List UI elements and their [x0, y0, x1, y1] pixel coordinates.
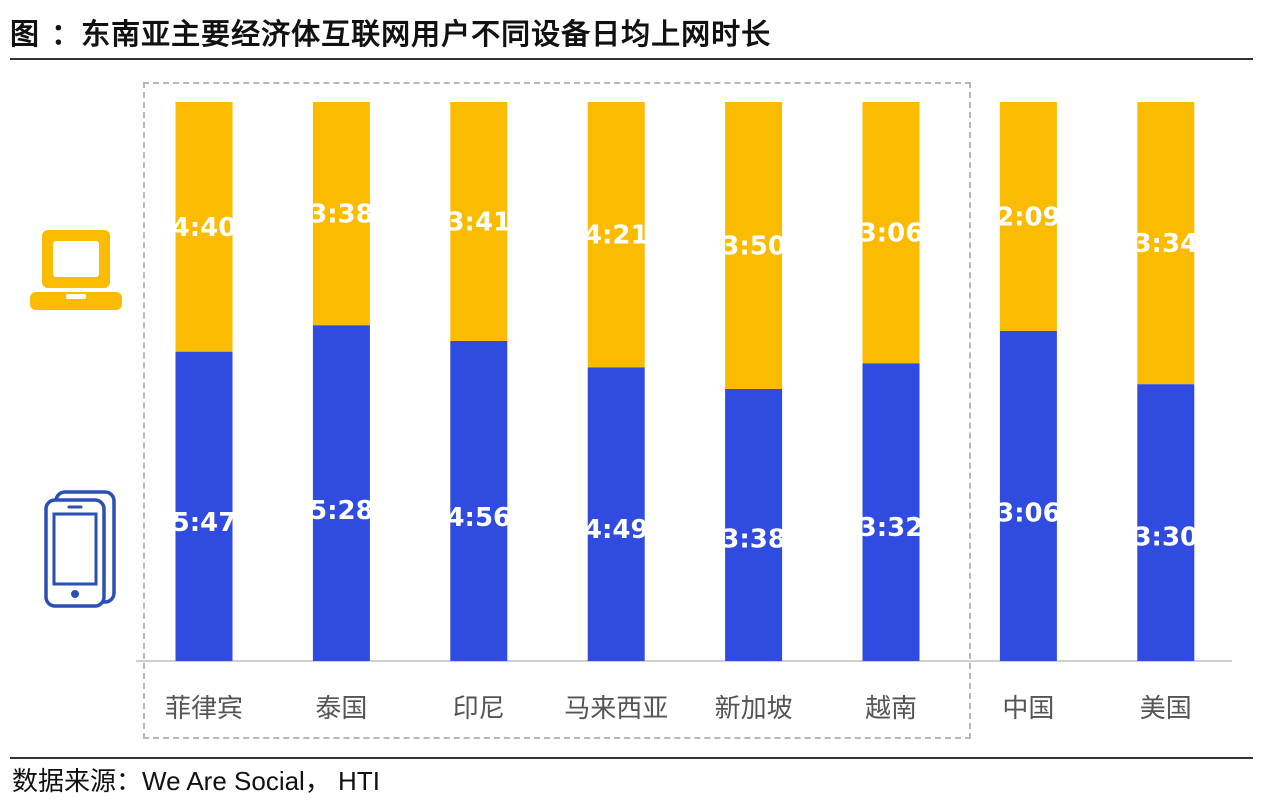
bar-mobile-1: [312, 325, 370, 661]
computer-time-label-3: 4:21: [584, 221, 649, 251]
mobile-time-label-6: 3:06: [996, 498, 1061, 528]
bar-computer-0: [175, 102, 233, 352]
laptop-icon: [30, 230, 122, 310]
bar-computer-3: [587, 102, 645, 368]
computer-time-label-4: 3:50: [721, 231, 786, 261]
phone-home-button: [71, 590, 79, 598]
phone-body: [44, 498, 106, 608]
category-label-4: 新加坡: [715, 694, 793, 724]
bar-computer-6: [999, 102, 1057, 331]
bar-computer-5: [862, 102, 920, 364]
bar-computer-4: [725, 102, 783, 389]
bar-computer-2: [450, 102, 508, 341]
source-rule: [10, 757, 1253, 759]
bar-mobile-7: [1137, 384, 1195, 661]
computer-time-label-1: 3:38: [309, 200, 374, 230]
bar-computer-1: [312, 102, 370, 326]
computer-time-label-6: 2:09: [996, 202, 1061, 232]
smartphone-icon: [44, 490, 116, 608]
category-label-2: 印尼: [453, 694, 505, 724]
phone-screen: [52, 512, 98, 586]
bar-computer-7: [1137, 102, 1195, 385]
category-label-0: 菲律宾: [165, 694, 243, 724]
bar-mobile-3: [587, 367, 645, 661]
source-text: We Are Social， HTI: [142, 766, 380, 796]
bar-mobile-4: [725, 388, 783, 661]
computer-time-label-2: 3:41: [446, 207, 511, 237]
category-label-5: 越南: [865, 694, 917, 724]
mobile-time-label-5: 3:32: [859, 513, 924, 543]
bar-mobile-0: [175, 351, 233, 661]
bar-mobile-6: [999, 330, 1057, 661]
source-label: 数据来源：: [12, 767, 143, 797]
bar-mobile-5: [862, 363, 920, 661]
computer-time-label-0: 4:40: [172, 213, 237, 243]
bar-mobile-2: [450, 340, 508, 661]
category-label-3: 马来西亚: [564, 694, 668, 724]
computer-time-label-7: 3:34: [1133, 229, 1198, 259]
source-note: 数据来源：We Are Social， HTI: [12, 762, 380, 800]
stacked-bar-chart: 4:40 5:47 3:38 5:28 3:41 4:56 4:21 4:49 3:50 3:38…: [136, 102, 1232, 724]
laptop-base: [30, 292, 122, 310]
mobile-time-label-4: 3:38: [721, 525, 786, 555]
computer-time-label-5: 3:06: [859, 219, 924, 249]
southeast-asia-group-box: [143, 82, 971, 739]
chart-title: 图 ：东南亚主要经济体互联网用户不同设备日均上网时长: [10, 17, 772, 51]
category-label-6: 中国: [1002, 694, 1054, 724]
mobile-time-label-3: 4:49: [584, 515, 649, 545]
category-label-7: 美国: [1140, 694, 1192, 724]
mobile-time-label-7: 3:30: [1133, 522, 1198, 552]
mobile-time-label-2: 4:56: [446, 503, 511, 533]
laptop-trackpad: [66, 294, 86, 299]
mobile-time-label-0: 5:47: [172, 508, 237, 538]
title-rule: [10, 58, 1253, 60]
category-label-1: 泰国: [315, 694, 367, 724]
mobile-time-label-1: 5:28: [309, 496, 374, 526]
laptop-screen: [53, 241, 99, 277]
